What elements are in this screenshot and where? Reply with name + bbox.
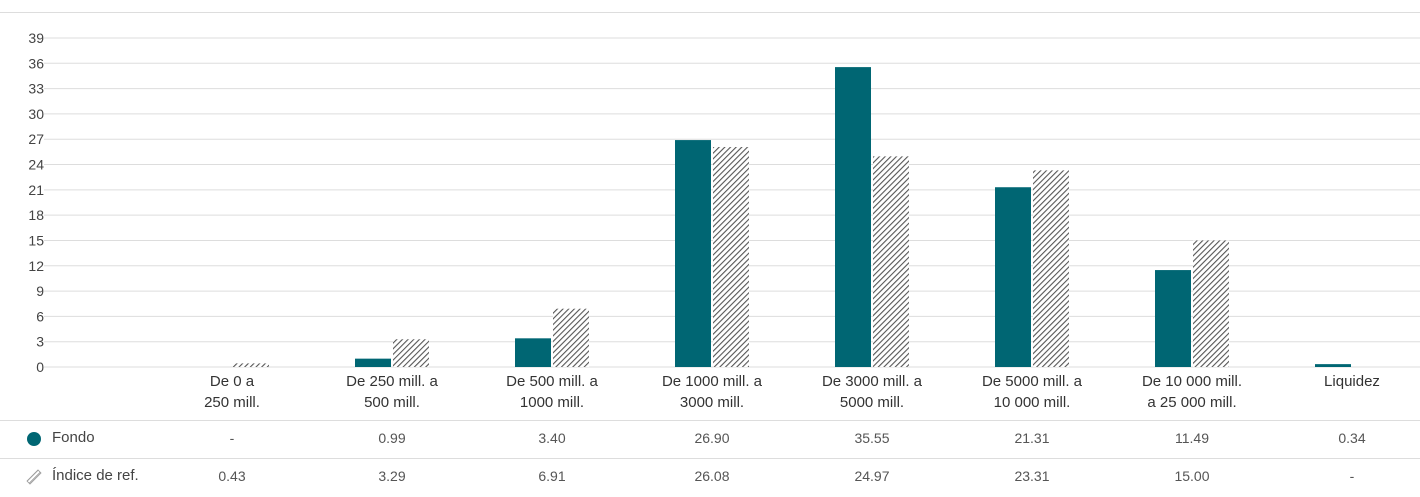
benchmark-value-cell: 3.29: [378, 468, 406, 484]
x-category-label: De 3000 mill. a 5000 mill.: [822, 373, 923, 411]
y-tick-label: 30: [28, 106, 44, 122]
x-axis-labels: De 0 a 250 mill. De 250 mill. a 500 mill. De…: [204, 373, 1380, 411]
benchmark-legend-icon: [26, 469, 42, 485]
fund-bar: [1315, 364, 1351, 367]
fund-value-cell: 26.90: [694, 430, 730, 446]
fund-row-label: Fondo: [52, 429, 95, 446]
benchmark-bar: [1033, 170, 1069, 367]
benchmark-bar: [713, 146, 749, 367]
chart-area: 0 3 6 9 12 15 18 21 24 27 30 33 36 39 De 0 a 250 mill.…: [28, 30, 1420, 411]
fund-value-cell: 0.99: [378, 430, 406, 446]
fund-value-cell: 3.40: [538, 430, 566, 446]
y-tick-label: 18: [28, 207, 44, 223]
benchmark-bar: [873, 156, 909, 367]
y-tick-label: 36: [28, 55, 44, 71]
benchmark-value-cell: 0.43: [218, 468, 246, 484]
benchmark-value-cell: 15.00: [1174, 468, 1210, 484]
y-tick-label: 27: [28, 131, 44, 147]
gridlines: [44, 37, 1420, 368]
benchmark-value-cell: 23.31: [1014, 468, 1050, 484]
fund-value-cell: 35.55: [854, 430, 890, 446]
x-category-label: De 500 mill. a 1000 mill.: [506, 373, 598, 411]
x-category-label: De 5000 mill. a 10 000 mill.: [982, 373, 1083, 411]
fund-value-cell: 0.34: [1338, 430, 1366, 446]
benchmark-value-cell: -: [1349, 468, 1355, 484]
benchmark-row: Índice de ref. 0.43 3.29 6.91 26.08 24.97 23.…: [0, 458, 1420, 497]
y-tick-label: 39: [28, 30, 44, 46]
y-tick-label: 15: [28, 232, 44, 248]
y-tick-label: 9: [36, 283, 44, 299]
x-category-label: De 1000 mill. a 3000 mill.: [662, 373, 763, 411]
fund-bar: [835, 67, 871, 367]
benchmark-bar: [393, 339, 429, 367]
fund-bar: [1155, 270, 1191, 367]
y-tick-label: 24: [28, 157, 44, 173]
fund-bar: [515, 338, 551, 367]
y-tick-label: 33: [28, 81, 44, 97]
benchmark-value-cell: 6.91: [538, 468, 566, 484]
fund-bar: [355, 358, 391, 367]
fund-legend-icon: [27, 432, 41, 446]
x-category-label: De 250 mill. a 500 mill.: [346, 373, 438, 411]
fund-value-cell: 21.31: [1014, 430, 1050, 446]
benchmark-value-cell: 26.08: [694, 468, 730, 484]
fund-bar: [675, 140, 711, 367]
benchmark-bar: [553, 308, 589, 367]
bars: [233, 67, 1351, 367]
x-category-label: De 0 a 250 mill.: [204, 373, 260, 411]
fund-row: Fondo - 0.99 3.40 26.90 35.55 21.31 11.49 0.34: [0, 420, 1420, 459]
benchmark-row-label: Índice de ref.: [52, 467, 139, 484]
x-category-label: Liquidez: [1324, 373, 1380, 390]
y-tick-label: 12: [28, 258, 44, 274]
y-tick-label: 0: [36, 359, 44, 375]
benchmark-bar: [1193, 240, 1229, 367]
x-category-label: De 10 000 mill. a 25 000 mill.: [1142, 373, 1242, 411]
benchmark-bar: [233, 363, 269, 367]
benchmark-value-cell: 24.97: [854, 468, 890, 484]
fund-bar: [995, 187, 1031, 367]
fund-value-cell: 11.49: [1175, 430, 1209, 446]
fund-value-cell: -: [229, 430, 235, 446]
y-tick-label: 3: [36, 334, 44, 350]
y-tick-label: 21: [28, 182, 44, 198]
top-rule: [0, 12, 1420, 13]
y-tick-label: 6: [36, 308, 44, 324]
